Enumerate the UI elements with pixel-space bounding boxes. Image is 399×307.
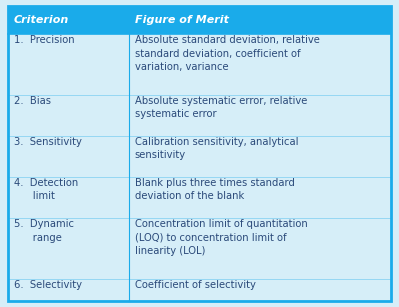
Text: Calibration sensitivity, analytical
sensitivity: Calibration sensitivity, analytical sens…: [134, 137, 298, 160]
Text: Concentration limit of quantitation
(LOQ) to concentration limit of
linearity (L: Concentration limit of quantitation (LOQ…: [134, 220, 307, 256]
Text: 4.  Detection
      limit: 4. Detection limit: [14, 178, 78, 201]
FancyBboxPatch shape: [8, 6, 391, 34]
FancyBboxPatch shape: [8, 6, 391, 301]
Text: 3.  Sensitivity: 3. Sensitivity: [14, 137, 82, 147]
Text: Absolute standard deviation, relative
standard deviation, coefficient of
variati: Absolute standard deviation, relative st…: [134, 35, 320, 72]
Text: Criterion: Criterion: [14, 15, 69, 25]
Text: 1.  Precision: 1. Precision: [14, 35, 75, 45]
Text: Coefficient of selectivity: Coefficient of selectivity: [134, 280, 255, 290]
Text: Blank plus three times standard
deviation of the blank: Blank plus three times standard deviatio…: [134, 178, 294, 201]
Text: 6.  Selectivity: 6. Selectivity: [14, 280, 82, 290]
Text: Absolute systematic error, relative
systematic error: Absolute systematic error, relative syst…: [134, 96, 307, 119]
Text: 5.  Dynamic
      range: 5. Dynamic range: [14, 220, 74, 243]
Text: 2.  Bias: 2. Bias: [14, 96, 51, 106]
Text: Figure of Merit: Figure of Merit: [134, 15, 229, 25]
